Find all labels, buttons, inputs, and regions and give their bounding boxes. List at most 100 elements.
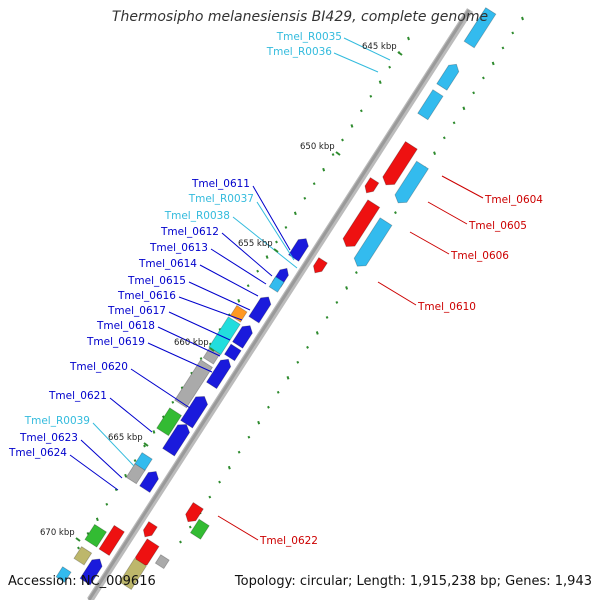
label-leader-line [409, 231, 450, 255]
scale-tick [143, 442, 149, 447]
gene-arrow [364, 177, 380, 194]
gc-dot [124, 473, 128, 478]
label-leader-line [188, 281, 251, 311]
gene-arrow [118, 557, 147, 591]
label-leader-line [80, 439, 123, 479]
gene-label: Tmel_0623 [19, 432, 78, 444]
label-leader-line [217, 515, 259, 541]
backbone-line [87, 9, 471, 600]
gene-label: Tmel_R0035 [276, 31, 342, 43]
gene-arrow [248, 296, 272, 324]
scale-tick [75, 537, 81, 542]
gc-dot [341, 138, 344, 142]
scale-label: 670 kbp [40, 528, 75, 538]
gc-dot [482, 76, 485, 80]
gc-dot [511, 31, 515, 35]
gc-dot [303, 196, 307, 200]
gene-arrow [208, 316, 241, 356]
gene-arrow [79, 558, 103, 586]
map-title: Thermosipho melanesiensis BI429, complet… [111, 9, 489, 25]
gc-dot [284, 225, 288, 229]
gene-arrow [142, 521, 158, 538]
gene-label: Tmel_0619 [86, 336, 145, 348]
gene-arrow [463, 7, 497, 49]
gene-label: Tmel_0605 [468, 220, 527, 232]
gene-label: Tmel_0616 [117, 290, 176, 302]
gene-arrow [353, 217, 393, 267]
gene-arrow [125, 463, 146, 485]
gc-dot [86, 531, 90, 535]
gc-dot [312, 182, 316, 186]
label-leader-line [252, 185, 291, 251]
gc-dot [199, 357, 203, 361]
gene-label: Tmel_R0039 [24, 415, 90, 427]
gene-arrow [202, 346, 221, 365]
label-leader-line [343, 37, 391, 61]
gene-label: Tmel_0621 [48, 390, 107, 402]
gc-dot [407, 36, 410, 41]
gene-arrow [342, 199, 381, 247]
gene-label: Tmel_0618 [96, 320, 155, 332]
gene-label: Tmel_0620 [69, 361, 128, 373]
gene-arrow [98, 524, 125, 556]
gc-dot [293, 211, 297, 216]
scale-labels: 645 kbp 650 kbp 655 kbp 660 kbp 665 kbp 670 k… [40, 42, 403, 542]
gene-arrow [206, 358, 232, 390]
gene-label: Tmel_0612 [160, 226, 219, 238]
gene-arrow [180, 396, 209, 429]
gc-dot [491, 61, 495, 66]
gc-dot [325, 315, 329, 319]
gc-dot [296, 360, 300, 364]
gc-dot [256, 269, 260, 273]
gc-dot [227, 465, 231, 470]
gc-dot [462, 106, 466, 111]
scale-tick [209, 347, 215, 352]
gene-label: Tmel_0624 [8, 447, 67, 459]
gc-dot [315, 331, 319, 335]
label-leader-line [256, 201, 295, 261]
gene-arrow [55, 566, 72, 583]
label-leader-line [147, 342, 213, 373]
gene-arrow [185, 501, 204, 523]
gene-arrow [73, 546, 93, 566]
gene-label: Tmel_0613 [149, 242, 208, 254]
gc-dot [322, 167, 326, 172]
gc-dot [247, 435, 251, 439]
gc-dot [388, 65, 392, 69]
scale-tick [397, 51, 403, 56]
label-leader-lines [69, 37, 484, 541]
gene-label: Tmel_0610 [417, 301, 476, 313]
gc-dot [359, 109, 363, 113]
gene-label: Tmel_0614 [138, 258, 197, 270]
label-leader-line [427, 201, 468, 225]
gene-arrow [139, 471, 159, 493]
gc-dot [350, 124, 354, 128]
gc-dot [257, 420, 261, 425]
label-leader-line [377, 281, 417, 306]
gc-dot [472, 91, 476, 95]
gc-dot [433, 151, 437, 156]
label-leader-line [109, 397, 153, 433]
gene-arrow [231, 325, 253, 349]
gene-label: Tmel_0604 [484, 194, 543, 206]
gene-arrow [189, 518, 210, 540]
gene-arrow [268, 276, 285, 293]
gene-arrow [223, 343, 242, 362]
label-leader-line [130, 368, 191, 409]
gc-dot [208, 495, 212, 499]
gc-dot [218, 480, 221, 484]
gc-dot [275, 240, 278, 244]
label-leader-line [199, 264, 259, 297]
gc-dot [188, 525, 192, 529]
gene-arrow [382, 140, 418, 186]
gene-label: Tmel_0615 [127, 275, 186, 287]
gc-dot [394, 211, 397, 215]
gene-label: Tmel_R0038 [164, 210, 230, 222]
gc-dot [442, 136, 446, 140]
label-leader-line [168, 311, 231, 341]
gc-dot [105, 502, 109, 506]
gene-label: Tmel_0622 [259, 535, 318, 547]
scale-label: 665 kbp [108, 433, 143, 443]
gc-dot [265, 255, 269, 259]
